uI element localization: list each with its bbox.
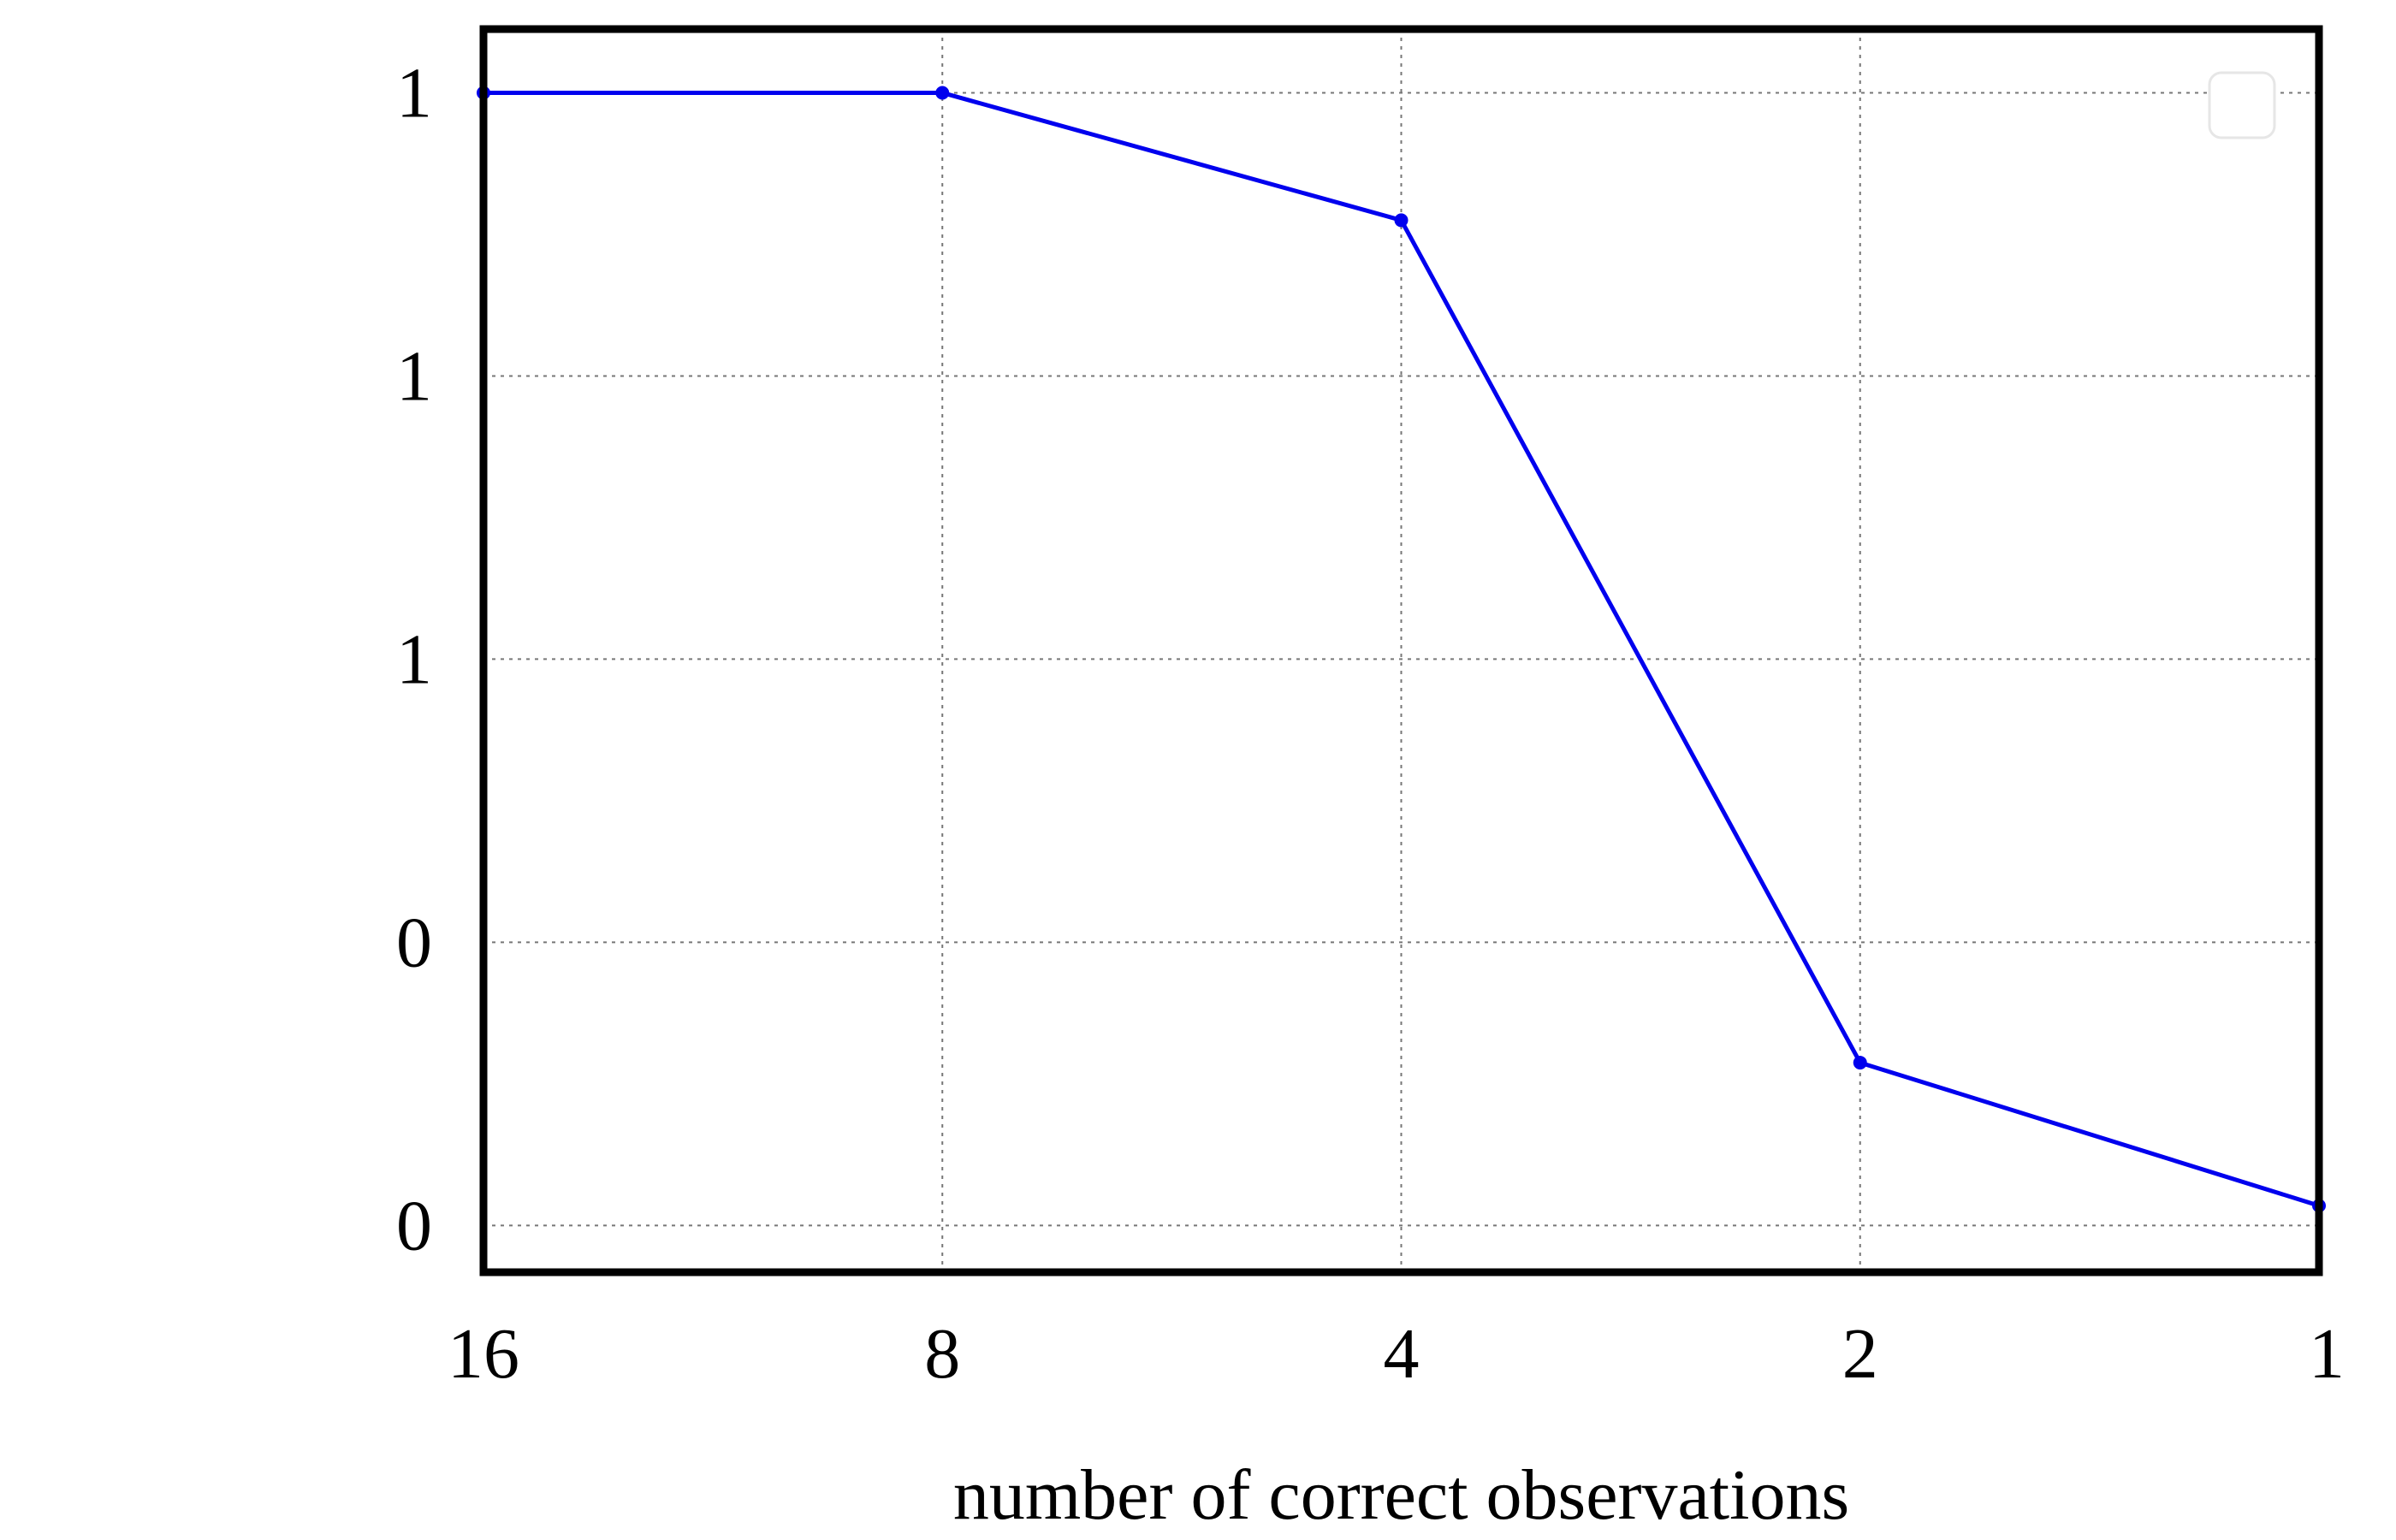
y-tick-label: 1 [396, 336, 432, 416]
data-point [935, 86, 950, 100]
legend-box [2208, 71, 2276, 139]
y-tick-label: 1 [396, 53, 432, 133]
y-tick-label: 0 [396, 1186, 432, 1265]
x-tick-label: 16 [448, 1314, 519, 1394]
x-tick-label: 8 [924, 1314, 960, 1394]
x-tick-label: 2 [1842, 1314, 1878, 1394]
x-tick-labels: 16 8 4 2 1 [448, 1314, 2345, 1394]
x-axis-label: number of correct observations [953, 1455, 1849, 1535]
x-tick-label: 4 [1384, 1314, 1420, 1394]
data-point [1394, 213, 1409, 228]
data-point [1853, 1056, 1867, 1070]
plot-frame [479, 25, 2323, 1276]
y-tick-label: 0 [396, 903, 432, 982]
x-tick-label: 1 [2309, 1314, 2345, 1394]
y-tick-label: 1 [396, 619, 432, 699]
y-tick-labels: 0 0 1 1 1 [396, 53, 432, 1265]
